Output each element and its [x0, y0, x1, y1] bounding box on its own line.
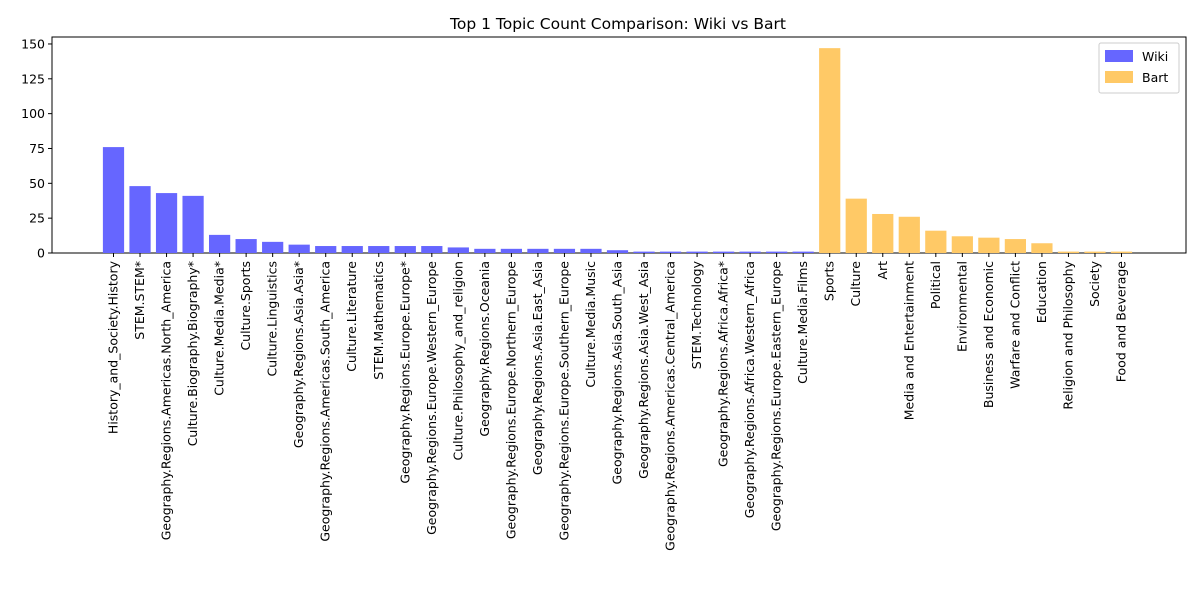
x-tick-label: Geography.Regions.Europe.Western_Europe — [424, 261, 439, 535]
bar-bart — [925, 230, 947, 253]
bar-wiki — [208, 234, 231, 253]
x-tick-label: Geography.Regions.Americas.North_America — [159, 261, 174, 540]
bar-bart — [898, 216, 920, 253]
bar-wiki — [394, 246, 416, 253]
x-tick-label: Art — [875, 261, 890, 280]
y-tick-label: 150 — [21, 36, 45, 51]
bar-bart — [845, 198, 867, 253]
y-tick-label: 75 — [29, 141, 45, 156]
x-tick-label: STEM.STEM* — [132, 261, 147, 340]
bar-wiki — [368, 246, 390, 253]
x-tick-label: Geography.Regions.Americas.South_America — [318, 261, 333, 542]
x-tick-label: Culture — [848, 261, 863, 307]
x-tick-label: Geography.Regions.Europe.Eastern_Europe — [769, 261, 784, 531]
legend-swatch-wiki — [1105, 50, 1133, 62]
x-tick-label: Culture.Sports — [238, 261, 253, 351]
bar-wiki — [792, 251, 814, 253]
x-tick-label: History_and_Society.History — [106, 260, 121, 434]
bar-wiki — [235, 239, 257, 253]
bar-wiki — [606, 250, 629, 253]
y-tick-label: 50 — [29, 176, 45, 191]
bar-wiki — [102, 147, 125, 253]
bar-wiki — [712, 251, 735, 253]
legend-swatch-bart — [1105, 71, 1133, 83]
y-tick-label: 100 — [21, 106, 45, 121]
x-tick-label: Geography.Regions.Europe.Southern_Europe — [556, 261, 571, 541]
x-tick-label: Business and Economic — [981, 261, 996, 408]
x-tick-label: Society — [1087, 260, 1102, 307]
x-axis: History_and_Society.History STEM.STEM* Geo… — [106, 253, 1129, 551]
bar-bart — [978, 237, 1000, 253]
y-axis: 0 25 50 75 100 125 150 — [21, 36, 52, 261]
legend-label-bart: Bart — [1142, 70, 1168, 85]
bar-wiki — [288, 244, 310, 253]
x-tick-label: Warfare and Conflict — [1007, 261, 1022, 389]
x-tick-label: STEM.Mathematics — [371, 261, 386, 380]
x-tick-label: Political — [928, 261, 943, 309]
x-tick-label: Geography.Regions.Americas.Central_Ameri… — [663, 261, 678, 551]
x-tick-label: Geography.Regions.Europe.Northern_Europe — [503, 261, 518, 539]
bar-bart — [1057, 251, 1080, 253]
bar-wiki — [421, 246, 443, 253]
bar-wiki — [155, 193, 178, 253]
bar-wiki — [659, 251, 682, 253]
x-tick-label: Geography.Regions.Asia.Asia* — [291, 261, 306, 448]
legend: Wiki Bart — [1098, 42, 1180, 94]
x-tick-label: Culture.Biography.Biography* — [185, 261, 200, 446]
x-tick-label: Geography.Regions.Asia.East_Asia — [530, 261, 545, 475]
legend-label-wiki: Wiki — [1142, 49, 1168, 64]
x-tick-label: Sports — [822, 261, 837, 301]
x-tick-label: Environmental — [954, 261, 969, 352]
bar-wiki — [315, 246, 337, 253]
bar-wiki — [527, 248, 549, 253]
x-tick-label: Geography.Regions.Europe.Europe* — [397, 261, 412, 484]
bar-wiki — [500, 248, 522, 253]
plot-area — [51, 36, 1187, 254]
x-tick-label: Geography.Regions.Africa.Africa* — [716, 261, 731, 467]
x-tick-label: Geography.Regions.Asia.West_Asia — [636, 261, 651, 479]
bar-wiki — [129, 186, 151, 253]
x-tick-label: Culture.Linguistics — [265, 261, 280, 376]
bar-wiki — [341, 246, 363, 253]
y-tick-label: 0 — [37, 246, 45, 261]
x-tick-label: Geography.Regions.Oceania — [477, 261, 492, 437]
bar-bart — [1004, 239, 1026, 253]
x-tick-label: Geography.Regions.Asia.South_Asia — [610, 261, 625, 484]
bar-wiki — [474, 248, 496, 253]
y-tick-label: 25 — [29, 211, 45, 226]
bar-bart — [951, 236, 973, 253]
x-tick-label: Culture.Media.Media* — [212, 261, 227, 396]
x-tick-label: Culture.Literature — [344, 261, 359, 372]
x-tick-label: STEM.Technology — [689, 260, 704, 369]
chart-title: Top 1 Topic Count Comparison: Wiki vs Ba… — [449, 15, 786, 33]
bar-wiki — [739, 251, 761, 253]
x-tick-label: Culture.Philosophy_and_religion — [450, 261, 465, 460]
bar-bart — [1031, 243, 1053, 253]
bar-wiki — [580, 248, 602, 253]
bar-wiki — [633, 251, 655, 253]
bar-wiki — [553, 248, 576, 253]
bar-wiki — [447, 247, 469, 253]
plot-frame — [51, 36, 1187, 254]
bar-bart — [1110, 251, 1133, 253]
bar-bart — [872, 213, 894, 253]
bar-wiki — [182, 195, 204, 253]
bar-wiki — [766, 251, 788, 253]
x-tick-label: Geography.Regions.Africa.Western_Africa — [742, 261, 757, 518]
bar-bart — [819, 48, 841, 254]
x-tick-label: Religion and Philosophy — [1060, 260, 1075, 409]
x-tick-label: Media and Entertainment — [901, 261, 916, 420]
x-tick-label: Food and Beverage — [1114, 261, 1129, 383]
bar-bart — [1084, 251, 1106, 253]
y-tick-label: 125 — [21, 71, 45, 86]
x-tick-label: Culture.Media.Films — [795, 261, 810, 384]
bar-wiki — [686, 251, 708, 253]
x-tick-label: Education — [1034, 261, 1049, 323]
bars — [102, 48, 1133, 254]
x-tick-label: Culture.Media.Music — [583, 261, 598, 388]
bar-wiki — [262, 241, 284, 253]
